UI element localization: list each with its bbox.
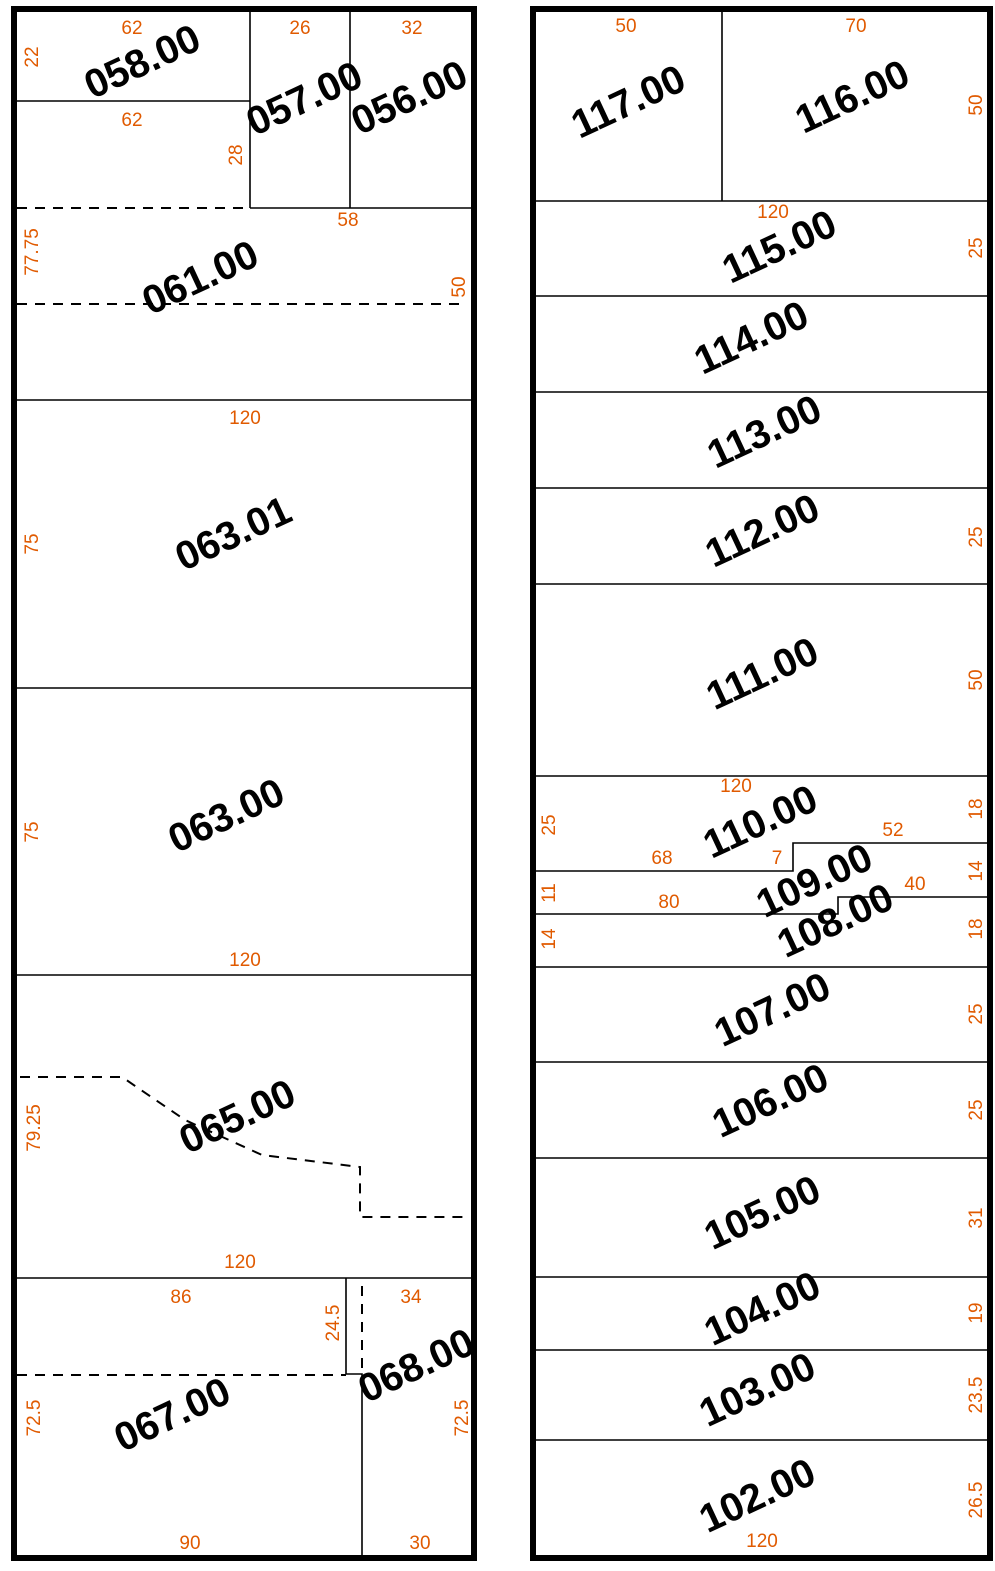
left-block: [11, 6, 477, 1561]
dimension-label: 40: [904, 874, 925, 895]
dimension-label: 90: [179, 1533, 200, 1554]
lot-068-label[interactable]: 068.00: [352, 1320, 481, 1412]
lot-112-label[interactable]: 112.00: [699, 486, 826, 577]
dimension-label: 26: [289, 18, 310, 39]
dimension-label: 18: [966, 918, 987, 939]
dimension-label: 120: [224, 1252, 256, 1273]
lot-line: [345, 1278, 363, 1555]
left-dimensions: 62 26 32 22 62 28 58 77.75 50 120 75 75 …: [22, 18, 473, 1554]
dimension-label: 14: [966, 860, 987, 882]
dimension-label: 77.75: [22, 228, 43, 276]
dimension-label: 62: [121, 18, 142, 39]
dimension-label: 75: [22, 821, 43, 842]
lot-067-label[interactable]: 067.00: [108, 1369, 237, 1461]
dimension-label: 120: [720, 776, 752, 797]
lot-106-label[interactable]: 106.00: [706, 1055, 835, 1147]
lot-117-label[interactable]: 117.00: [565, 57, 692, 148]
dimension-label: 68: [651, 848, 672, 869]
left-block-outline: [11, 6, 477, 1561]
dimension-label: 25: [966, 237, 987, 258]
dimension-label: 79.25: [24, 1104, 45, 1152]
right-dimensions: 50 70 50 120 25 25 50 120 25 18 52 68 7 …: [539, 16, 987, 1552]
lot-063-label[interactable]: 063.00: [162, 770, 291, 862]
lot-111-label[interactable]: 111.00: [700, 629, 825, 719]
dimension-label: 120: [757, 202, 789, 223]
dimension-label: 75: [22, 533, 43, 554]
dimension-label: 31: [966, 1207, 987, 1228]
dimension-label: 120: [229, 408, 261, 429]
dimension-label: 50: [966, 94, 987, 115]
dimension-label: 120: [229, 950, 261, 971]
dimension-label: 50: [449, 276, 470, 297]
right-block-outline: [530, 6, 993, 1561]
dimension-label: 26.5: [966, 1482, 987, 1519]
lot-114-label[interactable]: 114.00: [688, 293, 815, 384]
dimension-label: 34: [400, 1287, 422, 1308]
dimension-label: 70: [845, 16, 866, 37]
dimension-label: 120: [746, 1531, 778, 1552]
dimension-label: 72.5: [24, 1400, 45, 1437]
dimension-label: 52: [882, 820, 903, 841]
dimension-label: 11: [539, 883, 560, 903]
lot-056-label[interactable]: 056.00: [345, 52, 474, 144]
lot-065-label[interactable]: 065.00: [173, 1071, 302, 1163]
dimension-label: 25: [966, 526, 987, 547]
lot-113-label[interactable]: 113.00: [701, 387, 828, 478]
lot-102-label[interactable]: 102.00: [693, 1450, 822, 1542]
lot-061-label[interactable]: 061.00: [136, 232, 265, 324]
dimension-label: 23.5: [966, 1377, 987, 1414]
dimension-label: 22: [22, 46, 43, 67]
dimension-label: 30: [409, 1533, 430, 1554]
dimension-label: 25: [966, 1003, 987, 1024]
lot-110-label[interactable]: 110.00: [697, 777, 824, 868]
dimension-label: 19: [966, 1302, 987, 1323]
dimension-label: 25: [966, 1099, 987, 1120]
dimension-label: 7: [772, 848, 783, 869]
lot-116-label[interactable]: 116.00: [789, 52, 916, 143]
lot-numbers: 058.00 057.00 056.00 061.00 063.01 063.0…: [78, 16, 916, 1542]
dimension-label: 14: [539, 928, 560, 950]
lot-line: [536, 896, 987, 915]
right-block: [530, 6, 993, 1561]
dimension-label: 18: [966, 798, 987, 819]
dimension-label: 28: [226, 144, 247, 165]
dimension-label: 86: [170, 1287, 191, 1308]
dimension-label: 50: [615, 16, 636, 37]
lot-105-label[interactable]: 105.00: [698, 1167, 827, 1259]
lot-107-label[interactable]: 107.00: [708, 964, 837, 1056]
lot-103-label[interactable]: 103.00: [693, 1344, 822, 1436]
lot-line: [536, 842, 987, 872]
dimension-label: 25: [539, 814, 560, 835]
dimension-label: 50: [966, 669, 987, 690]
dimension-label: 32: [401, 18, 422, 39]
dimension-label: 72.5: [452, 1400, 473, 1437]
dimension-label: 62: [121, 110, 142, 131]
dimension-label: 80: [658, 892, 679, 913]
dimension-label: 24.5: [323, 1305, 344, 1342]
dimension-label: 58: [337, 210, 358, 231]
lot-063-01-label[interactable]: 063.01: [169, 488, 298, 580]
